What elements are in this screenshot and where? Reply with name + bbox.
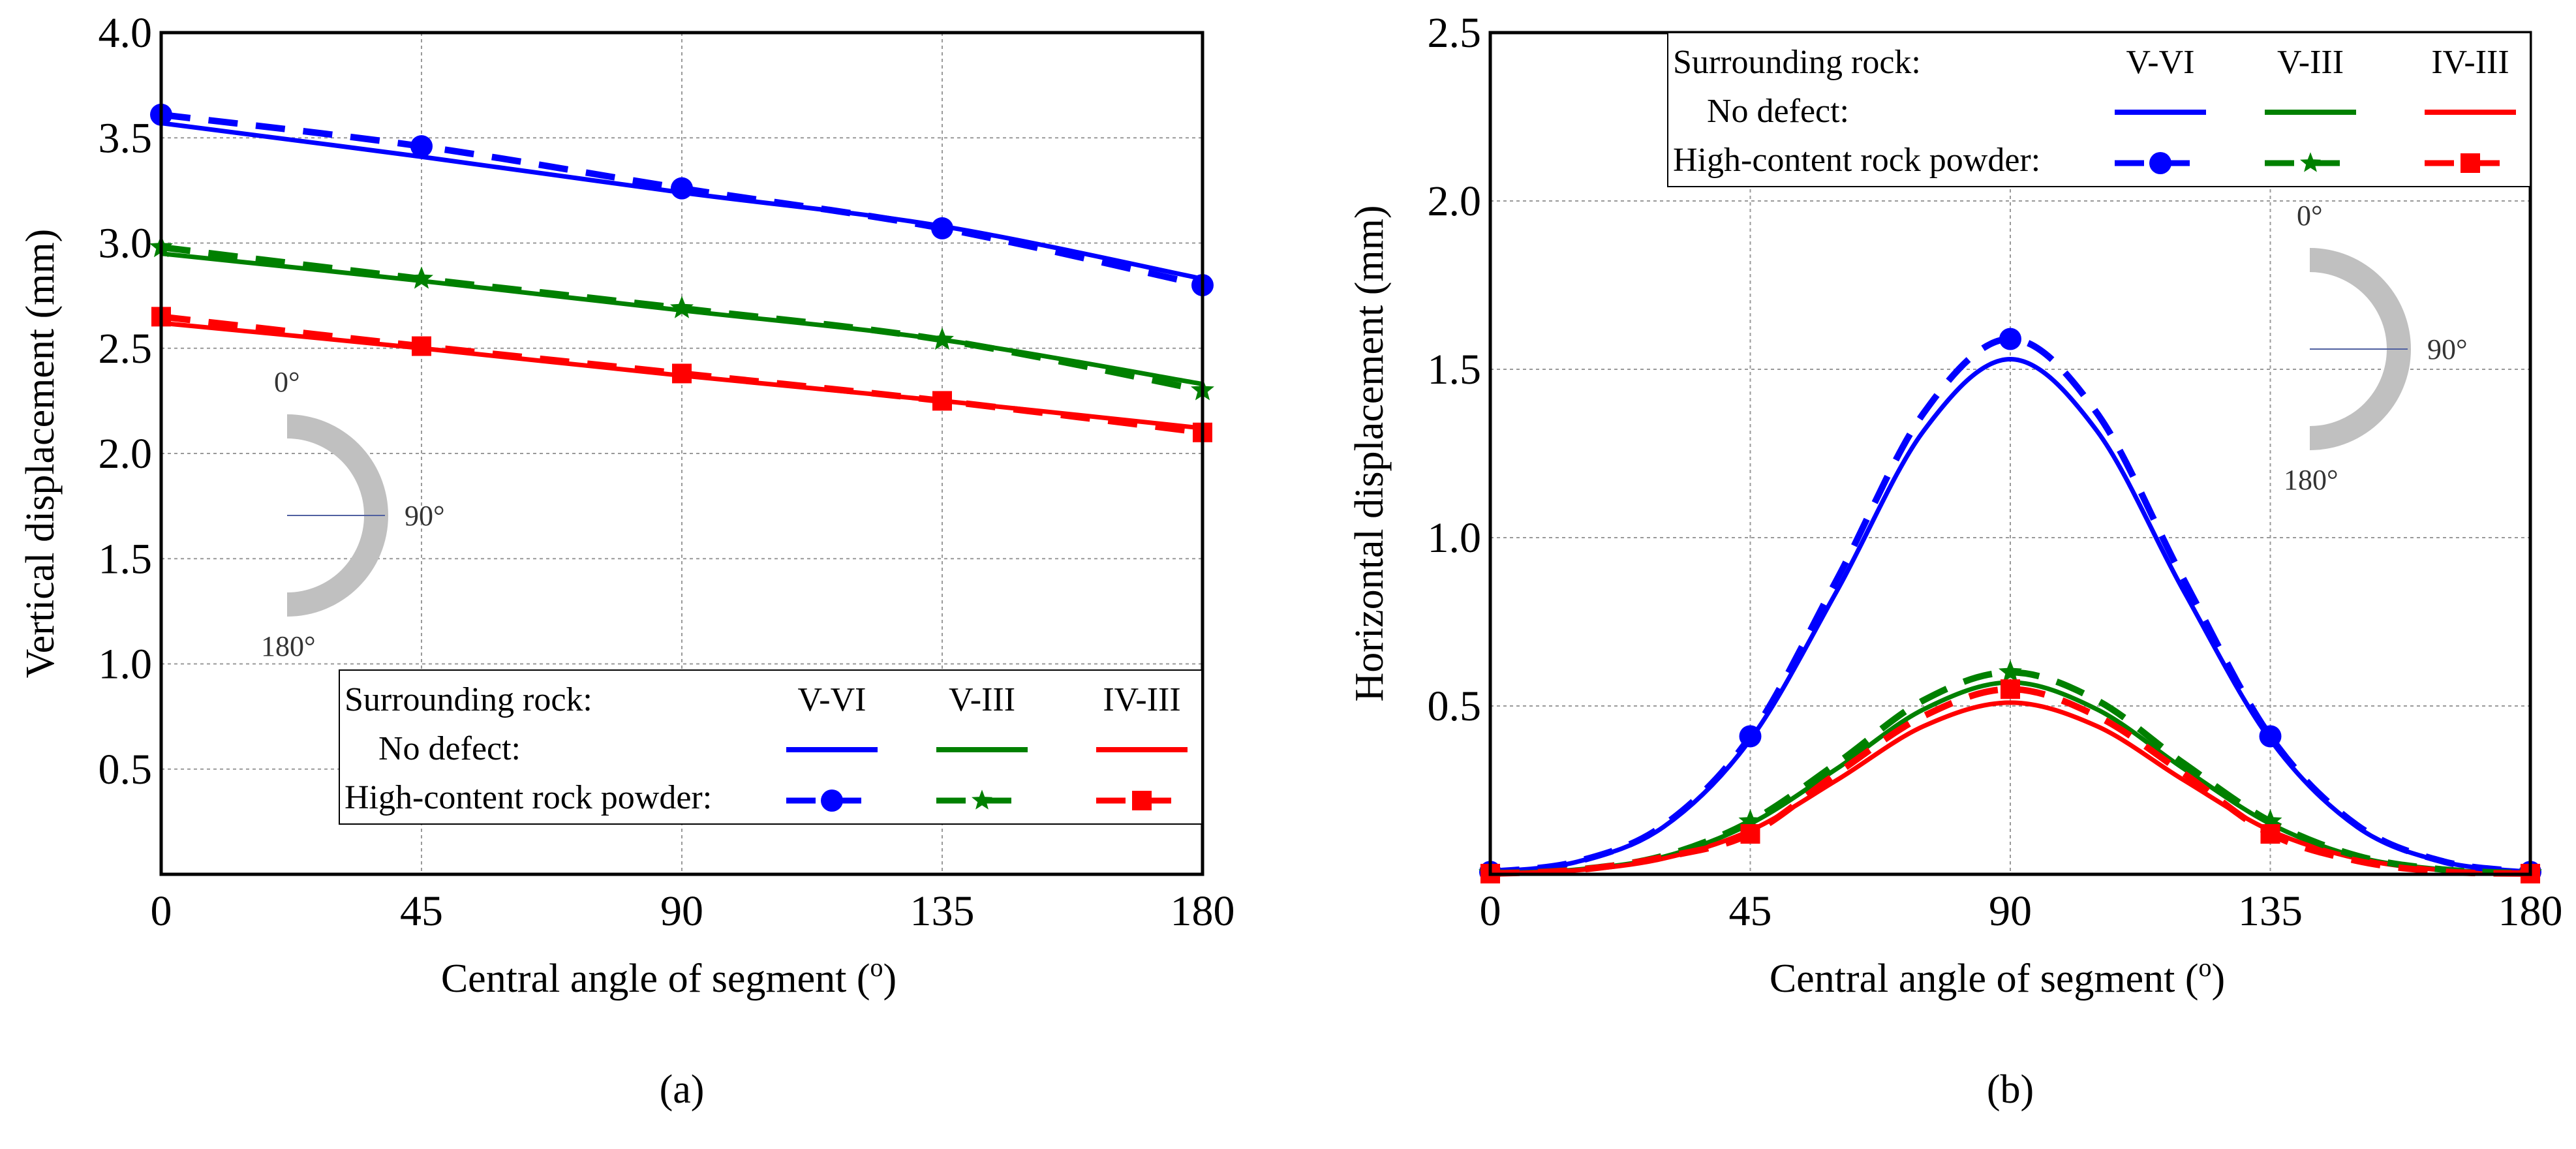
data-point-V-III (2258, 809, 2282, 832)
x-axis-title: Central angle of segment (o) (1770, 953, 2225, 1001)
y-tick-label: 0.5 (99, 746, 153, 793)
y-tick-label: 3.5 (99, 114, 153, 162)
data-point-V-III (410, 266, 433, 289)
chart-b: 0 45 90 135 180 0.5 1.0 1.5 2.0 2.5 0° 90° 180° Surro… (1347, 9, 2563, 1112)
data-point-V-III (670, 296, 694, 318)
series-line-iv-iii-high-content-rock-powder (161, 313, 1203, 436)
legend-box (339, 669, 1203, 825)
series-line-iv-iii-no-defect (1490, 700, 2531, 876)
legend-group-V-VI: V-VI (2126, 44, 2195, 81)
y-tick-label: 1.5 (1428, 346, 1482, 393)
y-axis-title: Vertical displacement (mm) (18, 229, 63, 679)
legend-box (1667, 32, 2531, 187)
inset-label-180: 180° (2284, 464, 2338, 496)
legend-group-V-III: V-III (2277, 44, 2344, 81)
legend-no-defect-label: No defect: (1707, 93, 1849, 130)
chart-a: 0 45 90 135 180 0.5 1.0 1.5 2.0 2.5 3.0 3.5 4.0 0° 90°… (18, 9, 1235, 1112)
data-point-V-III (1999, 660, 2022, 682)
inset-label-180: 180° (261, 630, 316, 662)
panel-label: (a) (660, 1067, 705, 1112)
x-tick-label: 135 (2238, 887, 2303, 935)
y-tick-label: 2.0 (99, 430, 153, 478)
y-tick-label: 2.5 (1428, 9, 1482, 57)
legend-rock-powder-label: High-content rock powder: (345, 779, 712, 816)
x-tick-label: 180 (2498, 887, 2563, 935)
data-point-IV-III (672, 363, 692, 384)
legend-header: Surrounding rock: (345, 681, 592, 718)
data-point-V-VI (671, 177, 693, 200)
y-tick-label: 1.5 (99, 535, 153, 583)
data-point-IV-III (2001, 679, 2020, 699)
legend-rock-powder-label: High-content rock powder: (1673, 142, 2040, 179)
x-tick-label: 0 (151, 887, 172, 935)
y-tick-label: 2.5 (99, 325, 153, 373)
legend-marker-IV-III (1132, 791, 1152, 810)
data-point-V-VI (2259, 725, 2282, 748)
data-point-V-VI (410, 135, 433, 158)
x-tick-label: 45 (1729, 887, 1772, 935)
legend-header: Surrounding rock: (1673, 44, 1921, 81)
data-point-IV-III (1740, 824, 1760, 844)
legend-group-V-VI: V-VI (798, 681, 866, 718)
legend-group-IV-III: IV-III (2431, 44, 2509, 81)
legend-marker-V-VI (821, 789, 843, 812)
inset-label-0: 0° (2297, 200, 2323, 232)
legend-group-V-III: V-III (949, 681, 1015, 718)
data-point-V-III (930, 328, 954, 350)
legend-marker-IV-III (2461, 153, 2480, 173)
x-tick-label: 45 (400, 887, 443, 935)
legend-marker-V-VI (2149, 152, 2171, 174)
legend-marker-V-III (2300, 152, 2321, 172)
panel-label: (b) (1987, 1067, 2034, 1112)
x-axis-title: Central angle of segment (o) (441, 953, 897, 1001)
data-point-IV-III (412, 336, 431, 356)
data-point-IV-III (932, 391, 952, 411)
y-tick-label: 3.0 (99, 220, 153, 268)
series-line-iv-iii-high-content-rock-powder (1490, 686, 2531, 877)
x-tick-label: 180 (1171, 887, 1235, 935)
data-point-V-VI (931, 217, 953, 239)
y-tick-label: 0.5 (1428, 682, 1482, 730)
data-point-V-VI (1739, 725, 1762, 748)
legend-group-IV-III: IV-III (1103, 681, 1180, 718)
x-tick-label: 90 (1989, 887, 2032, 935)
plot-frame (159, 31, 1204, 876)
data-point-V-III (1738, 809, 1762, 832)
x-tick-label: 135 (910, 887, 975, 935)
legend-no-defect-label: No defect: (378, 730, 521, 767)
inset-label-0: 0° (274, 366, 300, 398)
inset-label-90: 90° (2427, 333, 2468, 365)
y-tick-label: 4.0 (99, 9, 153, 57)
y-axis-title: Horizontal displacement (mm) (1347, 206, 1392, 702)
y-tick-label: 1.0 (99, 641, 153, 688)
inset-label-90: 90° (405, 500, 445, 532)
data-point-V-VI (1999, 328, 2021, 350)
x-tick-label: 0 (1480, 887, 1501, 935)
data-point-IV-III (2260, 824, 2280, 844)
y-tick-label: 1.0 (1428, 514, 1482, 562)
x-tick-label: 90 (660, 887, 703, 935)
y-tick-label: 2.0 (1428, 177, 1482, 225)
tunnel-segment-icon (287, 414, 388, 617)
legend-marker-V-III (972, 789, 992, 810)
tunnel-segment-icon (2310, 248, 2411, 450)
